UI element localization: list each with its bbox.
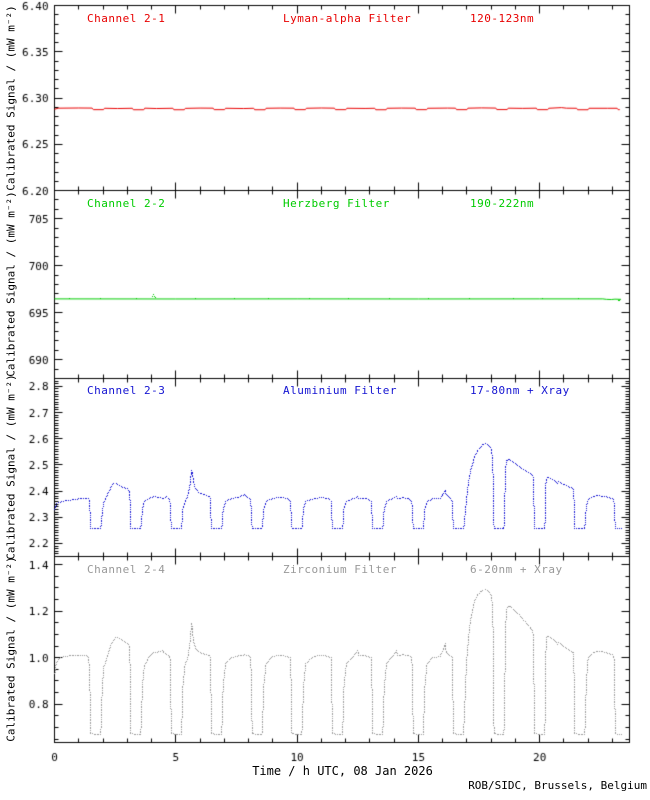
panel4-channel-label: Channel 2-4 bbox=[87, 563, 166, 576]
panel3-filter-label: Aluminium Filter bbox=[283, 384, 397, 397]
panel2-y-axis-title: Calibrated Signal / (mW m⁻²) bbox=[4, 191, 18, 377]
panel2-filter-label: Herzberg Filter bbox=[283, 197, 390, 210]
panel2-channel-label: Channel 2-2 bbox=[87, 197, 166, 210]
panel4-y-axis-title: Calibrated Signal / (mW m⁻²) bbox=[4, 556, 18, 742]
panel1-filter-label: Lyman-alpha Filter bbox=[283, 12, 412, 25]
panel2-band-label: 190-222nm bbox=[470, 197, 535, 210]
panel4-filter-label: Zirconium Filter bbox=[283, 563, 397, 576]
credit-footer: ROB/SIDC, Brussels, Belgium bbox=[468, 779, 647, 792]
panel4-band-label: 6-20nm + Xray bbox=[470, 563, 563, 576]
panel1-y-axis-title: Calibrated Signal / (mW m⁻²) bbox=[4, 5, 18, 191]
panel1-band-label: 120-123nm bbox=[470, 12, 535, 25]
panel3-channel-label: Channel 2-3 bbox=[87, 384, 166, 397]
panel3-y-axis-title: Calibrated Signal / (mW m⁻²) bbox=[4, 374, 18, 560]
panel1-channel-label: Channel 2-1 bbox=[87, 12, 166, 25]
x-axis-title: Time / h UTC, 08 Jan 2026 bbox=[252, 764, 433, 778]
panel3-band-label: 17-80nm + Xray bbox=[470, 384, 570, 397]
